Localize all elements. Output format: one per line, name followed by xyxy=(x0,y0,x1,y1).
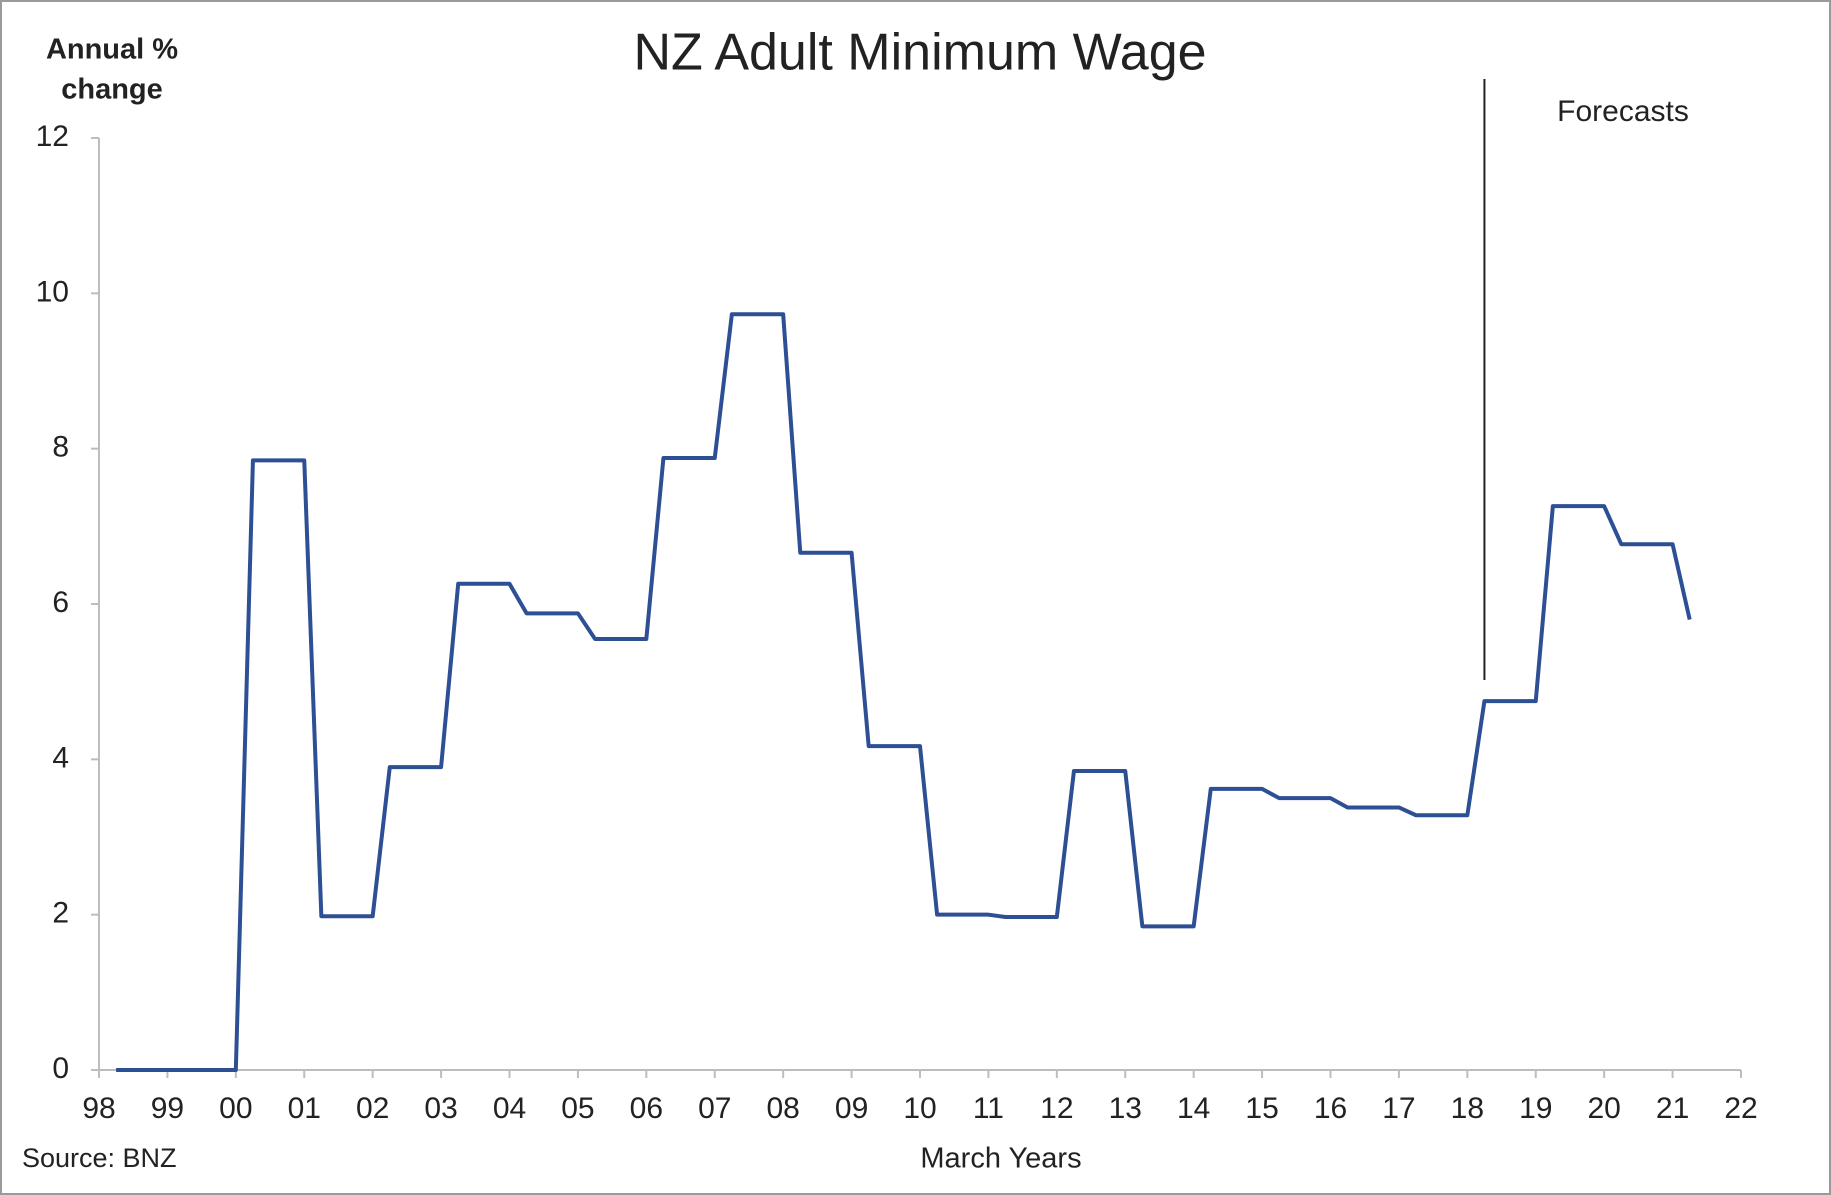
x-tick-label: 18 xyxy=(1451,1092,1484,1125)
x-tick-label: 09 xyxy=(835,1092,868,1125)
x-tick-label: 14 xyxy=(1177,1092,1210,1125)
x-tick-label: 17 xyxy=(1382,1092,1415,1125)
x-tick-label: 02 xyxy=(356,1092,389,1125)
x-tick-label: 20 xyxy=(1587,1092,1620,1125)
x-tick-label: 22 xyxy=(1724,1092,1757,1125)
source-note: Source: BNZ xyxy=(22,1143,177,1173)
x-tick-label: 03 xyxy=(424,1092,457,1125)
chart-title: NZ Adult Minimum Wage xyxy=(633,24,1206,82)
annotation: Forecasts xyxy=(1557,95,1689,128)
y-tick-label: 12 xyxy=(36,120,69,153)
y-tick-label: 6 xyxy=(52,586,69,619)
x-tick-label: 08 xyxy=(766,1092,799,1125)
x-tick-label: 15 xyxy=(1245,1092,1278,1125)
y-axis-label: Annual % xyxy=(46,34,178,66)
y-axis-label: change xyxy=(61,74,163,106)
x-tick-label: 07 xyxy=(698,1092,731,1125)
y-tick-label: 0 xyxy=(52,1052,69,1085)
x-tick-label: 06 xyxy=(630,1092,663,1125)
x-tick-label: 21 xyxy=(1656,1092,1689,1125)
y-tick-label: 8 xyxy=(52,431,69,464)
x-tick-label: 99 xyxy=(151,1092,184,1125)
y-tick-label: 10 xyxy=(36,275,69,308)
x-tick-label: 16 xyxy=(1314,1092,1347,1125)
data-line xyxy=(116,312,1692,1072)
x-tick-label: 00 xyxy=(219,1092,252,1125)
x-tick-label: 10 xyxy=(903,1092,936,1125)
y-tick-label: 2 xyxy=(52,897,69,930)
x-tick-label: 98 xyxy=(82,1092,115,1125)
x-tick-label: 19 xyxy=(1519,1092,1552,1125)
x-tick-label: 12 xyxy=(1040,1092,1073,1125)
x-axis-label: March Years xyxy=(920,1143,1081,1175)
x-tick-label: 11 xyxy=(973,1092,1004,1125)
y-tick-label: 4 xyxy=(52,741,69,774)
x-tick-label: 04 xyxy=(493,1092,526,1125)
x-tick-label: 01 xyxy=(288,1092,321,1125)
x-tick-label: 05 xyxy=(561,1092,594,1125)
x-tick-label: 13 xyxy=(1109,1092,1142,1125)
